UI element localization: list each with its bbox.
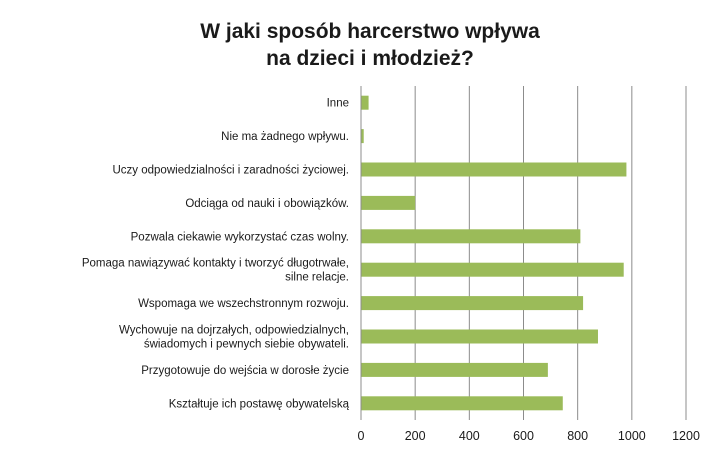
chart-title-line-1: W jaki sposób harcerstwo wpływa	[200, 20, 540, 43]
x-axis-ticks: 0 200 400 600 800 1000 1200	[358, 429, 700, 443]
category-labels: Inne Nie ma żadnego wpływu. Uczy odpowiedz…	[82, 98, 350, 411]
x-tick-label-800: 800	[567, 429, 588, 443]
bar-1	[361, 129, 364, 144]
category-label-5-line-1: Pomaga nawiązywać kontakty i tworzyć dłu…	[82, 258, 349, 270]
category-label-5-line-2: silne relacje.	[285, 272, 349, 284]
bar-2	[361, 162, 627, 177]
x-tick-label-1000: 1000	[618, 429, 646, 443]
category-label-3: Odciąga od nauki i obowiązków.	[185, 198, 349, 210]
bar-9	[361, 396, 563, 411]
x-tick-label-400: 400	[459, 429, 480, 443]
category-label-6: Wspomaga we wszechstronnym rozwoju.	[138, 298, 349, 310]
bar-3	[361, 195, 416, 210]
bar-7	[361, 329, 598, 344]
category-label-7-line-1: Wychowuje na dojrzałych, odpowiedzialnyc…	[119, 325, 349, 337]
category-label-1: Nie ma żadnego wpływu.	[221, 131, 349, 143]
bar-4	[361, 229, 581, 244]
chart-title-line-2: na dzieci i młodzież?	[266, 47, 474, 70]
bar-5	[361, 262, 624, 277]
category-label-9: Kształtuje ich postawę obywatelską	[169, 398, 350, 410]
x-tick-label-0: 0	[358, 429, 365, 443]
bar-6	[361, 296, 584, 311]
bar-0	[361, 95, 369, 110]
category-label-8: Przygotowuje do wejścia w dorosłe życie	[141, 365, 349, 377]
x-tick-label-200: 200	[405, 429, 426, 443]
category-label-2: Uczy odpowiedzialności i zaradności życi…	[113, 165, 350, 177]
category-label-0: Inne	[327, 98, 349, 110]
bars	[361, 95, 627, 411]
x-tick-label-1200: 1200	[672, 429, 700, 443]
category-label-7-line-2: świadomych i pewnych siebie obywateli.	[144, 339, 349, 351]
x-tick-label-600: 600	[513, 429, 534, 443]
category-label-4: Pozwala ciekawie wykorzystać czas wolny.	[131, 231, 349, 243]
bar-8	[361, 362, 548, 377]
chart-title: W jaki sposób harcerstwo wpływa na dziec…	[200, 20, 540, 70]
